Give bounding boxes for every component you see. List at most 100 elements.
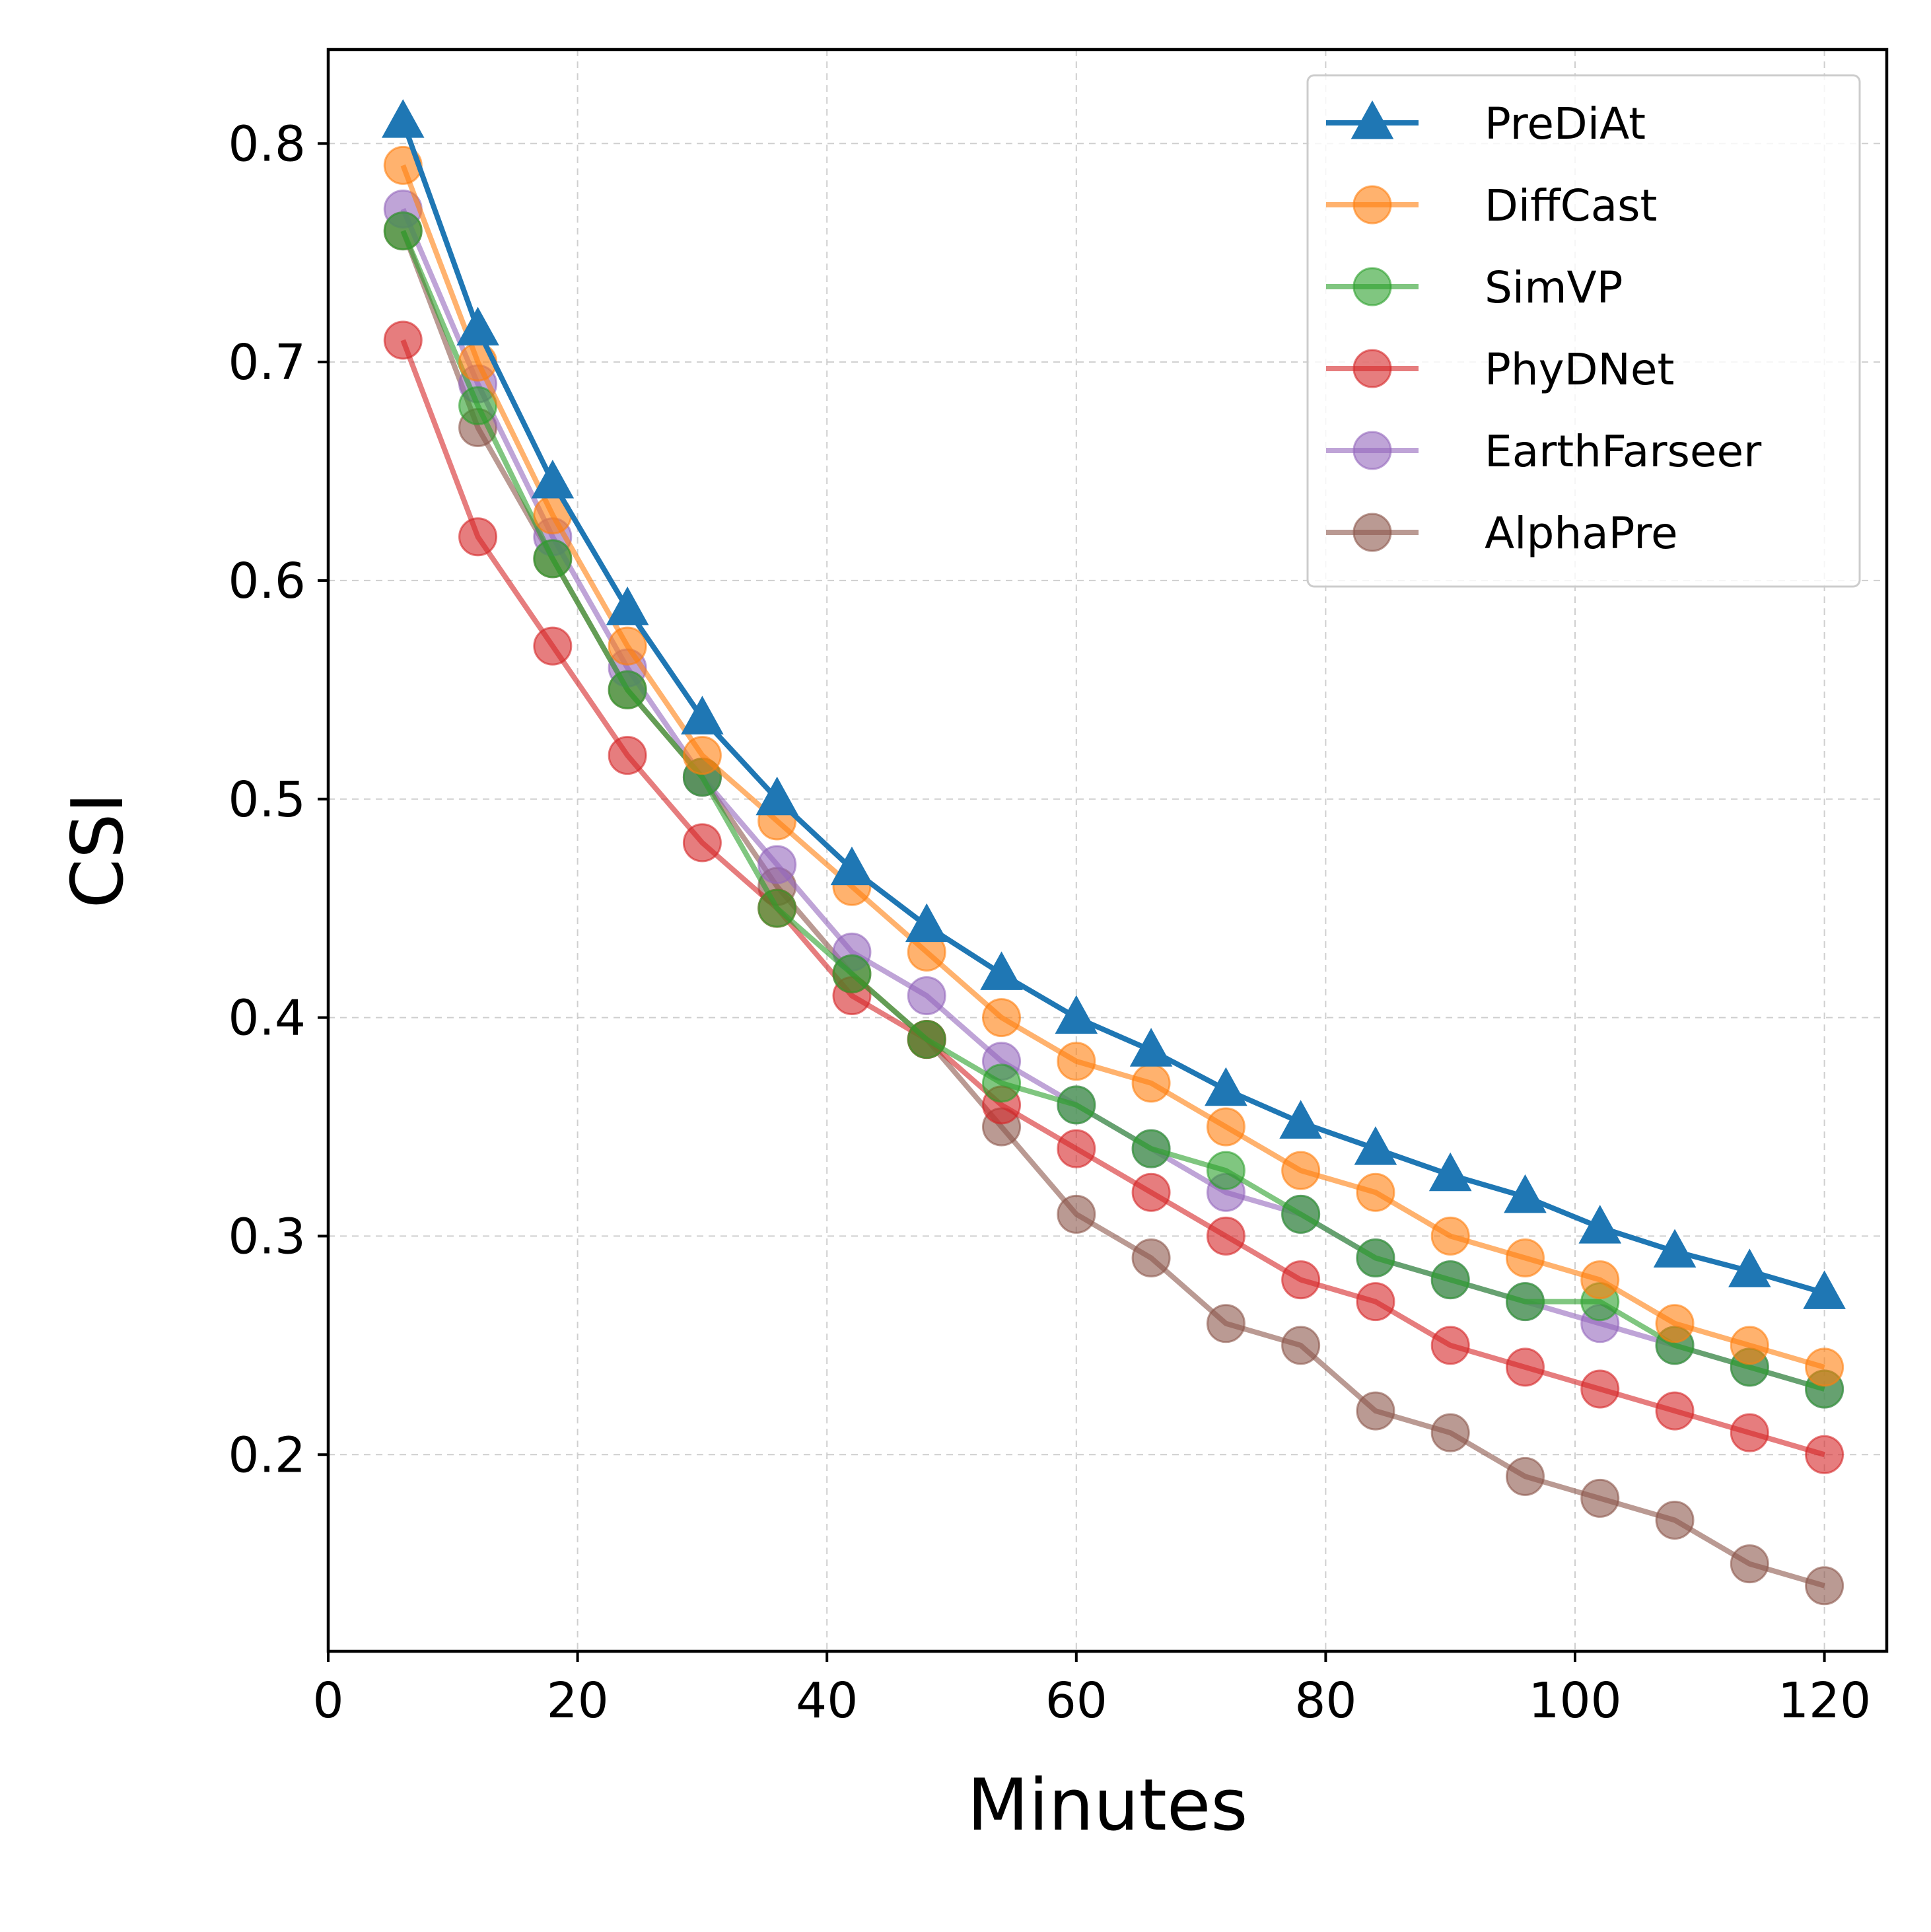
- data-point-prediat: [1354, 1126, 1397, 1165]
- y-tick-label: 0.3: [228, 1208, 306, 1265]
- data-point-diffcast: [1430, 1216, 1470, 1256]
- data-point-phydnet: [1131, 1172, 1171, 1212]
- data-point-prediat: [1803, 1270, 1846, 1309]
- data-point-phydnet: [1206, 1216, 1246, 1256]
- data-point-phydnet: [458, 517, 498, 557]
- data-point-diffcast: [1805, 1347, 1844, 1387]
- data-point-prediat: [980, 951, 1023, 990]
- data-point-simvp: [1505, 1282, 1545, 1322]
- legend-marker: [1351, 100, 1394, 139]
- data-point-simvp: [907, 1020, 946, 1059]
- legend-marker: [1352, 185, 1392, 225]
- series-line-prediat: [400, 120, 1825, 1296]
- x-tick-label: 120: [1778, 1672, 1871, 1729]
- series-prediat: [381, 99, 1846, 1309]
- data-point-phydnet: [1356, 1282, 1395, 1322]
- data-point-phydnet: [1805, 1435, 1844, 1474]
- x-tick-label: 80: [1294, 1672, 1356, 1729]
- legend-label: PreDiAt: [1485, 98, 1646, 149]
- data-point-alphapre: [1655, 1501, 1695, 1540]
- data-point-phydnet: [1505, 1347, 1545, 1387]
- data-point-alphapre: [1730, 1544, 1769, 1584]
- data-point-simvp: [1281, 1194, 1321, 1234]
- legend-label: SimVP: [1485, 262, 1623, 313]
- data-point-prediat: [531, 460, 575, 499]
- data-point-diffcast: [1505, 1238, 1545, 1278]
- data-point-prediat: [1728, 1248, 1771, 1287]
- x-axis-title: Minutes: [967, 1764, 1247, 1847]
- legend-item-simvp: SimVP: [1326, 262, 1623, 313]
- y-tick-label: 0.8: [228, 116, 306, 172]
- data-point-simvp: [1057, 1085, 1096, 1125]
- legend-marker: [1352, 349, 1392, 388]
- data-point-simvp: [533, 539, 573, 579]
- data-point-diffcast: [1206, 1107, 1246, 1147]
- data-point-prediat: [606, 586, 649, 626]
- data-point-simvp: [832, 954, 872, 993]
- data-point-alphapre: [1430, 1413, 1470, 1452]
- legend-marker: [1352, 513, 1392, 552]
- data-point-phydnet: [682, 823, 722, 863]
- data-point-simvp: [757, 888, 797, 928]
- legend-label: PhyDNet: [1485, 344, 1674, 395]
- x-axis-ticks: 0 20 40 60 80 100 120: [312, 1651, 1871, 1729]
- data-point-alphapre: [1580, 1478, 1620, 1518]
- y-axis-ticks: 0.2 0.3 0.4 0.5 0.6 0.7 0.8: [228, 116, 328, 1484]
- data-point-diffcast: [608, 626, 647, 666]
- data-point-diffcast: [1281, 1151, 1321, 1190]
- data-point-phydnet: [1580, 1369, 1620, 1409]
- x-tick-label: 60: [1045, 1672, 1107, 1729]
- data-point-prediat: [381, 99, 425, 138]
- series-diffcast: [383, 145, 1844, 1387]
- data-point-phydnet: [608, 736, 647, 775]
- data-point-alphapre: [1805, 1566, 1844, 1606]
- data-point-prediat: [905, 903, 948, 943]
- legend-label: AlphaPre: [1485, 508, 1678, 559]
- data-point-alphapre: [1281, 1326, 1321, 1365]
- y-tick-label: 0.2: [228, 1427, 306, 1484]
- data-point-simvp: [982, 1063, 1022, 1103]
- data-point-prediat: [1205, 1067, 1247, 1106]
- y-axis-title: CSI: [57, 793, 139, 909]
- data-point-prediat: [1279, 1100, 1322, 1139]
- legend-item-earthfarseer: EarthFarseer: [1326, 426, 1762, 477]
- data-point-phydnet: [1281, 1260, 1321, 1300]
- legend-marker: [1352, 267, 1392, 306]
- data-point-prediat: [1055, 995, 1098, 1034]
- data-point-simvp: [1206, 1151, 1246, 1190]
- y-tick-label: 0.4: [228, 990, 306, 1047]
- data-point-diffcast: [1356, 1172, 1395, 1212]
- legend: PreDiAt DiffCast SimVP PhyDNet EarthFarseer A…: [1306, 74, 1861, 588]
- data-point-diffcast: [682, 736, 722, 775]
- legend-item-prediat: PreDiAt: [1326, 98, 1646, 149]
- data-point-alphapre: [1356, 1391, 1395, 1431]
- y-tick-label: 0.7: [228, 334, 306, 391]
- data-point-simvp: [608, 670, 647, 709]
- data-point-prediat: [755, 776, 798, 816]
- data-point-earthfarseer: [907, 976, 946, 1016]
- data-point-phydnet: [383, 320, 423, 360]
- legend-box: [1306, 74, 1861, 588]
- data-point-prediat: [681, 696, 724, 734]
- data-point-prediat: [1504, 1174, 1547, 1213]
- x-tick-label: 20: [547, 1672, 609, 1729]
- data-point-diffcast: [982, 998, 1022, 1038]
- data-point-prediat: [1129, 1028, 1173, 1067]
- data-point-prediat: [1428, 1152, 1472, 1192]
- data-point-simvp: [383, 211, 423, 251]
- data-point-alphapre: [1206, 1304, 1246, 1343]
- legend-marker: [1352, 431, 1392, 470]
- data-point-prediat: [456, 306, 499, 345]
- data-point-earthfarseer: [757, 845, 797, 884]
- data-point-phydnet: [1730, 1413, 1769, 1452]
- data-point-prediat: [1578, 1205, 1622, 1244]
- data-point-prediat: [1653, 1229, 1697, 1268]
- data-point-simvp: [1430, 1260, 1470, 1300]
- legend-label: DiffCast: [1485, 180, 1657, 231]
- data-point-phydnet: [533, 626, 573, 666]
- data-point-alphapre: [1131, 1238, 1171, 1278]
- series-lines: [381, 99, 1846, 1606]
- data-point-diffcast: [1057, 1042, 1096, 1081]
- plot-frame: [326, 48, 1889, 1653]
